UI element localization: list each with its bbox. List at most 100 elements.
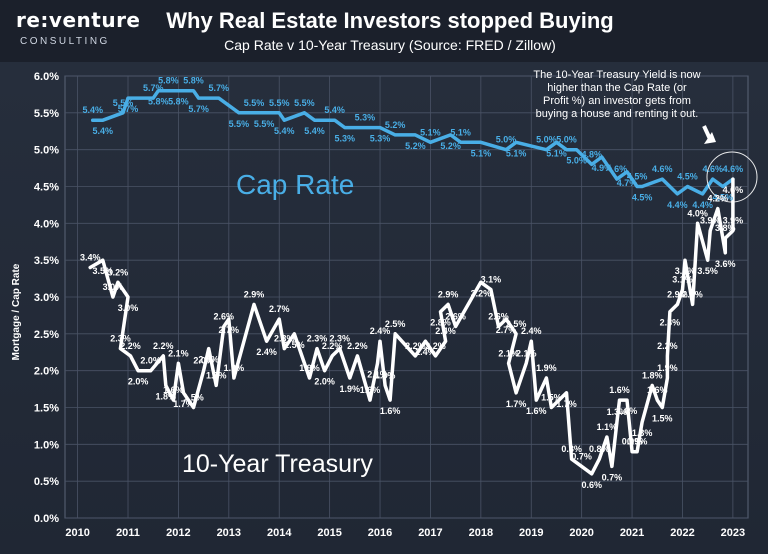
cap-rate-data-label: 5.0% xyxy=(496,135,517,145)
y-tick-label: 3.0% xyxy=(34,292,59,304)
cap-rate-data-label: 4.6% xyxy=(607,164,628,174)
cap-rate-data-label: 5.4% xyxy=(274,126,295,136)
grid xyxy=(64,75,749,519)
cap-rate-data-label: 5.8% xyxy=(168,97,189,107)
treasury-data-label: 2.7% xyxy=(269,304,290,314)
treasury-data-label: 2.2% xyxy=(322,341,343,351)
treasury-data-label: 2.4% xyxy=(370,326,391,336)
y-tick-label: 4.5% xyxy=(34,182,59,194)
series xyxy=(88,88,735,476)
treasury-data-label: 3.6% xyxy=(715,259,736,269)
cap-rate-data-label: 5.3% xyxy=(334,134,355,144)
treasury-data-label: 2.6% xyxy=(214,311,235,321)
cap-rate-data-label: 5.3% xyxy=(355,113,376,123)
treasury-data-label: 2.2% xyxy=(120,341,141,351)
treasury-data-label: 2.4% xyxy=(256,347,277,357)
x-tick-label: 2021 xyxy=(620,527,644,539)
y-tick-label: 3.5% xyxy=(34,255,59,267)
treasury-data-label: 2.4% xyxy=(415,347,436,357)
treasury-data-label: 0.7% xyxy=(602,472,623,482)
treasury-data-label: 2.5% xyxy=(506,319,527,329)
arrow-icon xyxy=(702,125,716,144)
treasury-data-label: 4.2% xyxy=(707,194,728,204)
treasury-data-label: 1.5% xyxy=(183,393,204,403)
cap-rate-data-label: 5.7% xyxy=(143,83,164,93)
x-tick-label: 2019 xyxy=(519,527,543,539)
cap-rate-data-label: 5.4% xyxy=(82,105,103,115)
cap-rate-data-label: 5.1% xyxy=(546,148,567,158)
y-tick-label: 2.0% xyxy=(34,366,59,378)
treasury-data-label: 1.6% xyxy=(380,406,401,416)
cap-rate-data-label: 5.2% xyxy=(385,120,406,130)
treasury-data-label: 1.5% xyxy=(652,414,673,424)
logo: re:venture xyxy=(16,8,141,32)
axes: 0.0% 0.5% 1.0% 1.5% 2.0% 2.5% 3.0% 3.5% 4.0% 4.5%… xyxy=(34,71,745,539)
cap-rate-data-label: 5.1% xyxy=(471,148,492,158)
treasury-data-label: 0.9% xyxy=(622,437,643,447)
cap-rate-data-label: 5.5% xyxy=(244,98,265,108)
treasury-data-label: 1.8% xyxy=(375,370,396,380)
treasury-data-label: 0.6% xyxy=(581,480,602,490)
data-labels: 5.4%5.4%5.5%5.7%5.7%5.8%5.8%5.8%5.8%5.7%… xyxy=(80,76,743,490)
cap-rate-data-label: 4.8% xyxy=(581,149,602,159)
cap-rate-data-label: 4.9% xyxy=(592,163,613,173)
cap-rate-data-label: 4.6% xyxy=(723,164,744,174)
treasury-data-label: 0.8% xyxy=(561,444,582,454)
cap-rate-data-label: 5.7% xyxy=(208,83,229,93)
treasury-data-label: 2.4% xyxy=(521,326,542,336)
treasury-data-label: 2.1% xyxy=(516,348,537,358)
chart-plot: 0.0% 0.5% 1.0% 1.5% 2.0% 2.5% 3.0% 3.5% 4.0% 4.5%… xyxy=(0,62,768,554)
treasury-data-label: 2.9% xyxy=(244,289,265,299)
cap-rate-data-label: 5.4% xyxy=(93,126,114,136)
treasury-data-label: 3.5% xyxy=(697,266,718,276)
treasury-data-label: 2.0% xyxy=(314,377,335,387)
treasury-data-label: 2.5% xyxy=(284,340,305,350)
cap-rate-data-label: 5.4% xyxy=(324,105,345,115)
treasury-data-label: 1.9% xyxy=(340,384,361,394)
treasury-data-label: 2.9% xyxy=(438,289,459,299)
treasury-data-label: 1.9% xyxy=(224,363,245,373)
x-tick-label: 2015 xyxy=(317,527,341,539)
treasury-data-label: 1.9% xyxy=(657,363,678,373)
cap-rate-data-label: 5.5% xyxy=(113,98,134,108)
x-tick-label: 2023 xyxy=(721,527,745,539)
cap-rate-data-label: 5.3% xyxy=(370,134,391,144)
chart-title: Why Real Estate Investors stopped Buying xyxy=(166,8,614,33)
treasury-data-label: 2.4% xyxy=(435,326,456,336)
y-tick-label: 5.0% xyxy=(34,145,59,157)
cap-rate-data-label: 5.4% xyxy=(304,126,325,136)
treasury-data-label: 1.6% xyxy=(163,385,184,395)
annotation-line: higher than the Cap Rate (or xyxy=(547,82,687,94)
treasury-line xyxy=(88,177,735,476)
x-tick-label: 2018 xyxy=(469,527,493,539)
treasury-data-label: 2.2% xyxy=(425,341,446,351)
treasury-data-label: 2.1% xyxy=(367,369,388,379)
cap-rate-data-label: 4.5% xyxy=(632,193,653,203)
treasury-data-label: 1.5% xyxy=(541,393,562,403)
x-tick-label: 2017 xyxy=(418,527,442,539)
chart-subtitle: Cap Rate v 10-Year Treasury (Source: FRE… xyxy=(224,37,556,53)
treasury-data-label: 2.6% xyxy=(445,311,466,321)
cap-rate-data-label: 5.5% xyxy=(294,98,315,108)
treasury-data-label: 3.0% xyxy=(103,282,124,292)
treasury-data-label: 0.7% xyxy=(571,451,592,461)
cap-rate-data-label: 5.8% xyxy=(183,76,204,86)
treasury-data-label: 3.5% xyxy=(675,266,696,276)
treasury-data-label: 2.3% xyxy=(329,334,350,344)
treasury-data-label: 2.6% xyxy=(488,311,509,321)
treasury-data-label: 2.2% xyxy=(405,341,426,351)
treasury-data-label: 1.9% xyxy=(536,363,557,373)
treasury-data-label: 2.2% xyxy=(347,341,368,351)
treasury-data-label: 1.6% xyxy=(647,385,668,395)
cap-rate-data-label: 5.0% xyxy=(556,135,577,145)
treasury-data-label: 1.6% xyxy=(617,406,638,416)
annotation-line: buying a house and renting it out. xyxy=(536,108,699,120)
treasury-data-label: 1.7% xyxy=(506,399,527,409)
cap-rate-data-label: 4.4% xyxy=(667,200,688,210)
y-tick-label: 4.0% xyxy=(34,218,59,230)
cap-rate-data-label: 5.5% xyxy=(269,98,290,108)
x-tick-label: 2012 xyxy=(166,527,190,539)
x-tick-label: 2020 xyxy=(569,527,593,539)
cap-rate-data-label: 4.7% xyxy=(617,178,638,188)
cap-rate-data-label: 4.5% xyxy=(627,172,648,182)
